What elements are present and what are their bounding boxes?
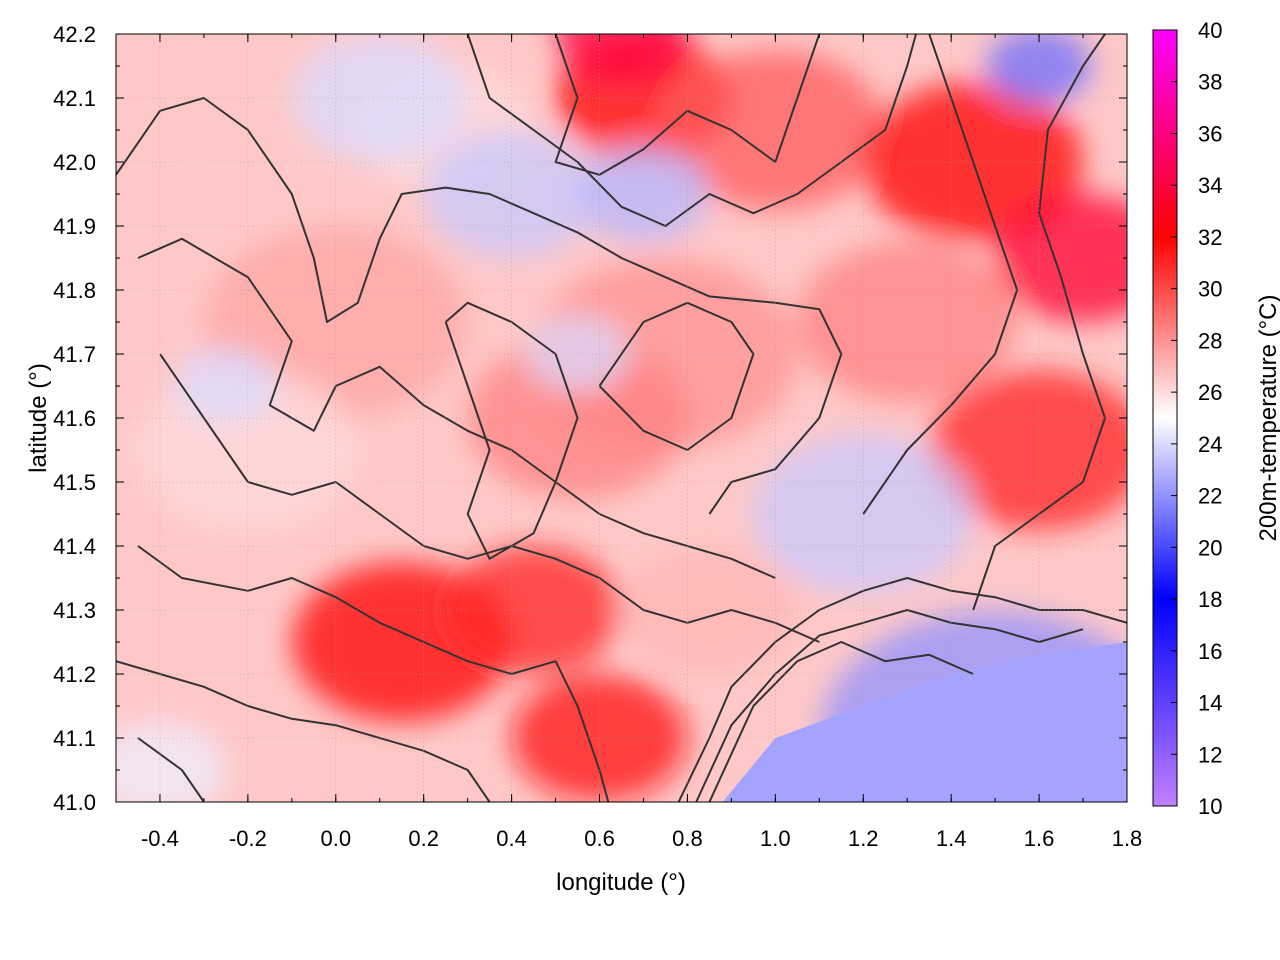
heatmap-hotspot <box>621 546 798 674</box>
y-tick-label: 41.3 <box>53 598 96 623</box>
colorbar-tick-label: 20 <box>1198 535 1222 560</box>
contour-line <box>598 301 755 451</box>
heatmap-hotspot <box>995 194 1127 322</box>
x-tick-label: 0.8 <box>672 826 703 851</box>
x-tick-label: -0.4 <box>141 826 179 851</box>
heatmap-hotspot <box>555 34 688 82</box>
contour-line <box>677 577 1127 802</box>
y-tick-label: 41.5 <box>53 470 96 495</box>
x-tick-label: 1.2 <box>848 826 879 851</box>
heatmap <box>116 34 1127 802</box>
colorbar-tick-label: 28 <box>1198 328 1222 353</box>
contour-line <box>137 737 205 802</box>
colorbar-tick-label: 30 <box>1198 277 1222 302</box>
x-tick-label: -0.2 <box>229 826 267 851</box>
x-tick-label: 0.4 <box>496 826 527 851</box>
heatmap-hotspot <box>929 370 1127 530</box>
heatmap-coldspot <box>986 34 1092 105</box>
colorbar-label: 200m-temperature (°C) <box>1255 294 1280 541</box>
contour-line <box>137 237 776 579</box>
heatmap-sea-region <box>722 642 1127 802</box>
y-tick-label: 42.0 <box>53 150 96 175</box>
heatmap-coldspot <box>524 315 631 393</box>
colorbar-tick-label: 10 <box>1198 794 1222 819</box>
y-tick-label: 41.0 <box>53 790 96 815</box>
contour-line <box>466 34 917 227</box>
colorbar-tick-label: 26 <box>1198 380 1222 405</box>
x-tick-label: 1.8 <box>1112 826 1143 851</box>
x-tick-label: 1.4 <box>936 826 967 851</box>
colorbar <box>1152 29 1178 807</box>
x-tick-label: 0.6 <box>584 826 615 851</box>
y-tick-label: 41.8 <box>53 278 96 303</box>
x-tick-label: 0.2 <box>408 826 439 851</box>
y-tick-label: 41.1 <box>53 726 96 751</box>
y-tick-label: 42.2 <box>53 22 96 47</box>
heatmap-coldspot <box>291 34 468 162</box>
contour-line <box>862 34 1019 515</box>
x-axis-ticks: -0.4 -0.2 0.0 0.2 0.4 0.6 0.8 1.0 1.2 1.4 1.6 1.8 <box>115 34 1143 851</box>
contour-line <box>159 353 820 643</box>
colorbar-tick-label: 36 <box>1198 121 1222 146</box>
contour-line <box>116 97 843 515</box>
colorbar-tick-label: 22 <box>1198 484 1222 509</box>
y-tick-label: 41.6 <box>53 406 96 431</box>
heatmap-hotspot <box>445 546 622 674</box>
y-axis-ticks: 41.0 41.1 41.2 41.3 41.4 41.5 41.6 41.7 41.8 41.9… <box>53 22 1127 815</box>
y-tick-label: 42.1 <box>53 86 96 111</box>
y-tick-label: 41.4 <box>53 534 96 559</box>
x-tick-label: 1.0 <box>760 826 791 851</box>
colorbar-tick-label: 14 <box>1198 691 1222 716</box>
colorbar-tick-label: 18 <box>1198 587 1222 612</box>
colorbar-ticks: 10 12 14 16 18 20 22 24 26 28 30 32 34 36 38 40 <box>1171 18 1222 819</box>
contour-line <box>708 641 974 802</box>
colorbar-tick-label: 16 <box>1198 639 1222 664</box>
colorbar-tick-label: 40 <box>1198 18 1222 43</box>
y-tick-label: 41.2 <box>53 662 96 687</box>
colorbar-tick-label: 24 <box>1198 432 1222 457</box>
x-tick-label: 1.6 <box>1024 826 1055 851</box>
colorbar-tick-label: 38 <box>1198 70 1222 95</box>
y-tick-label: 41.7 <box>53 342 96 367</box>
contour-line <box>554 34 821 176</box>
x-tick-label: 0.0 <box>320 826 351 851</box>
y-tick-label: 41.9 <box>53 214 96 239</box>
contour-line <box>695 609 1084 802</box>
contour-line <box>972 34 1106 611</box>
heatmap-coldspot <box>173 347 279 425</box>
colorbar-tick-label: 12 <box>1198 742 1222 767</box>
colorbar-tick-label: 34 <box>1198 173 1222 198</box>
y-axis-label: latitude (°) <box>25 363 52 473</box>
contour-lines <box>116 34 1127 802</box>
x-axis-label: longitude (°) <box>556 869 686 896</box>
colorbar-tick-label: 32 <box>1198 225 1222 250</box>
heatmap-hotspot <box>797 242 1018 402</box>
contour-line <box>116 660 491 802</box>
contour-line <box>444 301 579 560</box>
heatmap-coldspot <box>577 146 710 242</box>
